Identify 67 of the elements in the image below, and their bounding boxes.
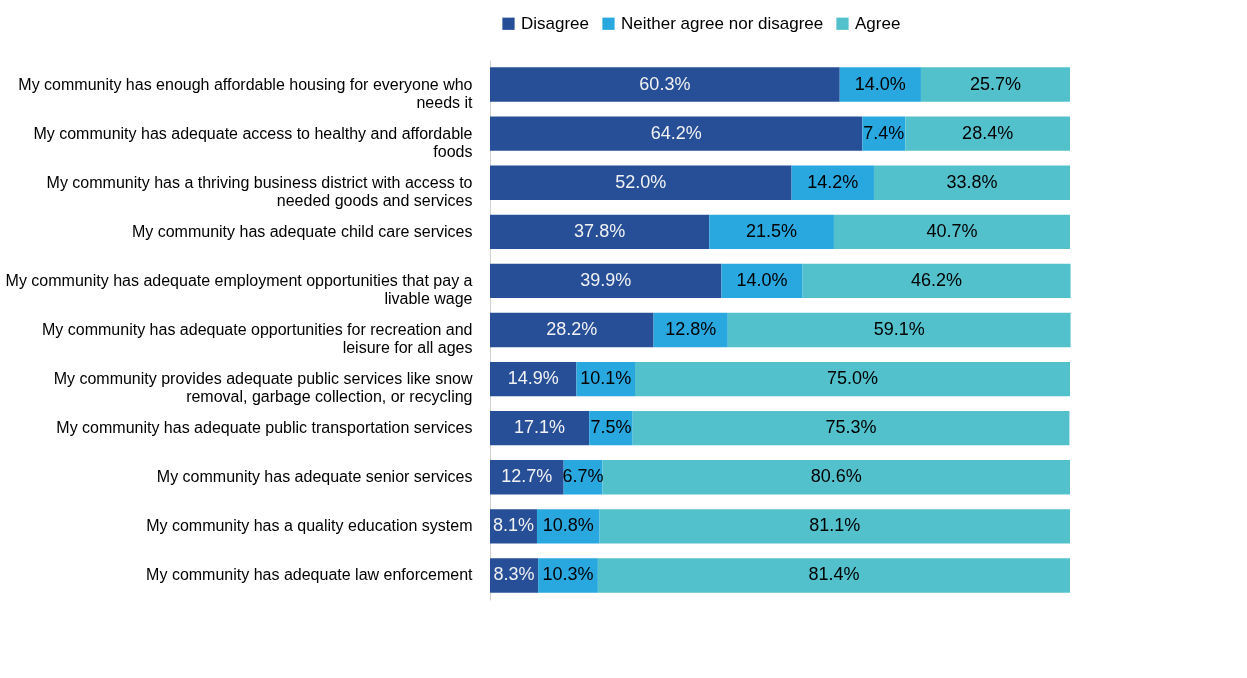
y-tick-label: My community has adequate senior services bbox=[156, 468, 473, 486]
y-tick-label: My community has adequate opportunities for recreation and leisure for all ages bbox=[42, 321, 473, 356]
y-tick-label: My community has a quality education system bbox=[146, 517, 473, 535]
bar bbox=[920, 67, 1070, 102]
y-tick-label: My community has enough affordable housing for everyone who needs it bbox=[18, 75, 474, 111]
data-label: 10.8% bbox=[542, 515, 594, 536]
data-label: 12.8% bbox=[665, 319, 717, 339]
data-label: 14.2% bbox=[807, 171, 859, 192]
data-label: 7.5% bbox=[590, 417, 632, 438]
data-label: 6.7% bbox=[562, 466, 604, 487]
data-label: 52.0% bbox=[615, 171, 667, 192]
bar bbox=[635, 361, 1070, 397]
data-label: 14.9% bbox=[507, 368, 559, 389]
y-tick-label: My community has adequate law enforcement bbox=[146, 566, 474, 584]
bar bbox=[490, 263, 722, 299]
bar bbox=[597, 558, 1070, 593]
y-tick-label: My community has adequate public transportation services bbox=[56, 419, 473, 437]
bar bbox=[632, 411, 1070, 446]
data-label: 28.4% bbox=[962, 122, 1014, 143]
data-label: 10.1% bbox=[580, 368, 632, 389]
bar bbox=[905, 116, 1070, 151]
data-label: 12.7% bbox=[501, 466, 553, 487]
data-label: 33.8% bbox=[946, 171, 998, 192]
data-label: 59.1% bbox=[873, 319, 925, 339]
bar bbox=[599, 509, 1070, 544]
data-label: 21.5% bbox=[746, 220, 798, 241]
legend-label: Agree bbox=[855, 13, 901, 33]
legend-label: Neither agree nor disagree bbox=[621, 13, 824, 33]
bar bbox=[839, 67, 921, 102]
data-label: 10.3% bbox=[542, 564, 594, 585]
bar bbox=[873, 165, 1070, 200]
bar bbox=[490, 312, 654, 348]
data-label: 81.4% bbox=[808, 564, 860, 585]
bar bbox=[727, 312, 1071, 348]
bar bbox=[802, 263, 1071, 299]
legend-label: Disagree bbox=[521, 13, 590, 33]
bar bbox=[833, 214, 1070, 249]
data-label: 75.3% bbox=[825, 417, 877, 438]
data-label: 37.8% bbox=[574, 220, 626, 241]
data-label: 81.1% bbox=[809, 515, 861, 536]
data-label: 8.3% bbox=[493, 564, 535, 585]
data-label: 7.4% bbox=[863, 122, 905, 143]
bar bbox=[490, 116, 863, 151]
data-label: 14.0% bbox=[854, 73, 906, 94]
data-label: 80.6% bbox=[810, 466, 862, 487]
y-tick-label: My community provides adequate public services like snow removal, garbage collection, or recycling bbox=[53, 370, 473, 406]
data-label: 8.1% bbox=[492, 515, 535, 536]
data-label: 28.2% bbox=[546, 319, 598, 339]
y-tick-label: My community has adequate child care services bbox=[131, 222, 473, 240]
bar bbox=[602, 460, 1070, 495]
bar bbox=[490, 214, 710, 249]
data-label: 14.0% bbox=[736, 269, 788, 290]
bar bbox=[490, 67, 840, 102]
data-label: 17.1% bbox=[514, 417, 566, 438]
data-label: 46.2% bbox=[911, 269, 963, 290]
data-label: 40.7% bbox=[926, 220, 978, 241]
data-label: 25.7% bbox=[969, 73, 1021, 94]
data-label: 39.9% bbox=[580, 269, 632, 290]
bar bbox=[490, 165, 792, 200]
data-label: 75.0% bbox=[826, 368, 879, 389]
y-tick-label: My community has adequate employment opportunities that pay a livable wage bbox=[5, 271, 473, 307]
bar bbox=[709, 214, 834, 249]
data-label: 60.3% bbox=[639, 73, 691, 94]
bar bbox=[490, 411, 590, 446]
y-tick-label: My community has adequate access to healthy and affordable foods bbox=[33, 124, 473, 160]
y-tick-label: My community has a thriving business district with access to needed goods and services bbox=[46, 173, 473, 209]
data-label: 64.2% bbox=[650, 122, 702, 143]
